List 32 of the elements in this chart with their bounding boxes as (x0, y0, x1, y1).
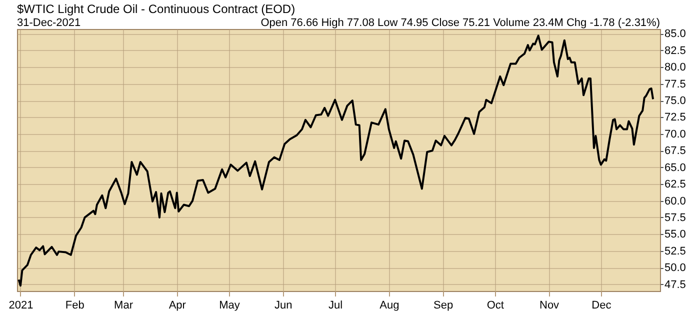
x-tick-label: Mar (114, 300, 134, 312)
x-tick-label: Sep (433, 300, 454, 312)
y-tick-label: 55.0 (664, 228, 686, 241)
y-tick-label: 72.5 (664, 112, 686, 124)
y-tick-label: 62.5 (664, 178, 686, 191)
line-series (18, 34, 654, 287)
chart-subtitle: 31-Dec-2021 (17, 17, 81, 29)
y-tick-label: 67.5 (664, 145, 686, 158)
y-tick-label: 50.0 (664, 262, 686, 274)
y-tick-label: 52.5 (664, 245, 686, 258)
y-tick-label: 77.5 (664, 78, 686, 90)
x-tick-label: Dec (592, 300, 612, 312)
y-tick-label: 80.0 (664, 62, 686, 74)
x-tick-label: Apr (168, 300, 186, 312)
text: Open 76.66 High 77.08 Low 74.95 Close 75.21 Volume 23.4M Chg -1.78 (-2.31%) (260, 17, 660, 29)
y-tick-label: 65.0 (664, 162, 686, 174)
x-tick-label: Aug (380, 300, 400, 312)
y-tick-label: 47.5 (664, 278, 686, 291)
x-tick-label: Jun (274, 300, 292, 312)
x-tick-label: Oct (486, 300, 504, 312)
y-tick-label: 57.5 (664, 212, 686, 224)
x-tick-label: Jul (328, 300, 343, 312)
y-tick-label: 60.0 (664, 195, 686, 208)
x-tick-label: 2021 (8, 300, 34, 312)
y-tick-label: 82.5 (664, 44, 686, 57)
x-tick-label: May (219, 300, 240, 312)
y-tick-label: 70.0 (664, 128, 686, 140)
y-tick-label: 75.0 (664, 95, 686, 108)
chart-title: $WTIC Light Crude Oil - Continuous Contract (EOD) (17, 2, 296, 16)
y-tick-label: 85.0 (664, 28, 686, 40)
x-tick-label: Nov (539, 300, 560, 312)
x-tick-label: Feb (65, 300, 84, 312)
